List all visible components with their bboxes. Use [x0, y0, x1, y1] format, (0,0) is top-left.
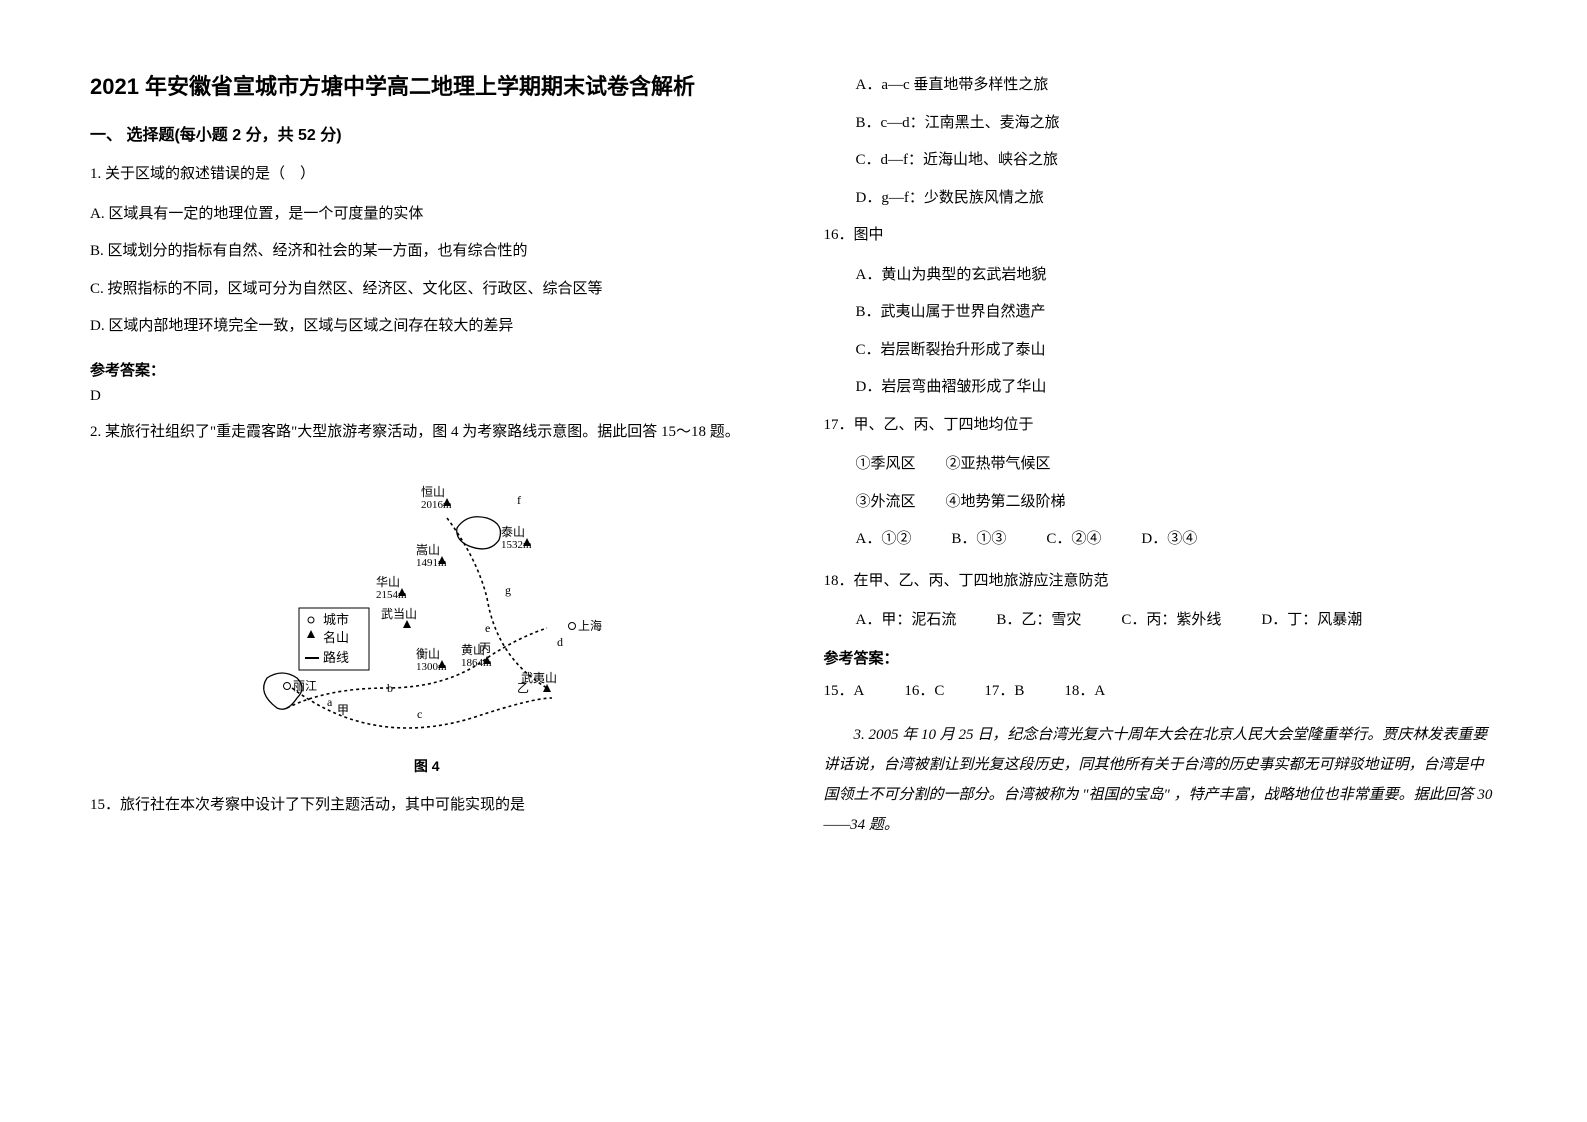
svg-text:2016m: 2016m [421, 499, 452, 511]
q15-opt-a: A．a—c 垂直地带多样性之旅 [824, 70, 1498, 102]
q16-stem: 16．图中 [824, 220, 1498, 252]
svg-text:乙: 乙 [517, 681, 529, 695]
doc-title: 2021 年安徽省宣城市方塘中学高二地理上学期期末试卷含解析 [90, 70, 764, 103]
svg-text:g: g [505, 583, 511, 597]
q15-opt-c: C．d—f：近海山地、峡谷之旅 [824, 145, 1498, 177]
q18-opt-c: C．丙：紫外线 [1121, 605, 1221, 637]
svg-text:1532m: 1532m [501, 539, 532, 551]
q18-opt-d: D．丁：风暴潮 [1261, 605, 1362, 637]
q1-answer-label: 参考答案： [90, 359, 764, 380]
q1-opt-a: A. 区域具有一定的地理位置，是一个可度量的实体 [90, 199, 764, 231]
q2-intro: 2. 某旅行社组织了"重走霞客路"大型旅游考察活动，图 4 为考察路线示意图。据… [90, 417, 764, 449]
q15-stem: 15．旅行社在本次考察中设计了下列主题活动，其中可能实现的是 [90, 790, 764, 822]
svg-text:嵩山: 嵩山 [416, 543, 440, 557]
q18-opt-a: A．甲：泥石流 [856, 605, 957, 637]
q16-opt-d: D．岩层弯曲褶皱形成了华山 [824, 372, 1498, 404]
q1-stem: 1. 关于区域的叙述错误的是（ ） [90, 159, 764, 191]
svg-text:丙: 丙 [479, 641, 491, 655]
svg-text:1491m: 1491m [416, 557, 447, 569]
q17-sub1: ①季风区 ②亚热带气候区 [824, 449, 1498, 481]
q15-opt-b: B．c—d：江南黑土、麦海之旅 [824, 108, 1498, 140]
q17-sub2: ③外流区 ④地势第二级阶梯 [824, 487, 1498, 519]
svg-text:名山: 名山 [323, 630, 349, 645]
svg-text:e: e [485, 621, 490, 635]
svg-text:f: f [517, 493, 521, 507]
q18-opt-b: B．乙：雪灾 [996, 605, 1081, 637]
figure-caption: 图 4 [90, 756, 764, 776]
right-column: A．a—c 垂直地带多样性之旅 B．c—d：江南黑土、麦海之旅 C．d—f：近海… [824, 70, 1498, 1052]
answers-label: 参考答案： [824, 647, 1498, 668]
svg-text:1300m: 1300m [416, 661, 447, 673]
svg-text:b: b [387, 681, 393, 695]
ans-15: 15．A [824, 676, 865, 706]
q16-opt-a: A．黄山为典型的玄武岩地貌 [824, 260, 1498, 292]
q1-opt-b: B. 区域划分的指标有自然、经济和社会的某一方面，也有综合性的 [90, 236, 764, 268]
q3-paragraph: 3. 2005 年 10 月 25 日，纪念台湾光复六十周年大会在北京人民大会堂… [824, 720, 1498, 840]
q1-opt-c: C. 按照指标的不同，区域可分为自然区、经济区、文化区、行政区、综合区等 [90, 274, 764, 306]
svg-text:c: c [417, 707, 422, 721]
svg-text:丽江: 丽江 [293, 679, 317, 693]
svg-text:上海: 上海 [578, 618, 602, 633]
q17-opt-b: B．①③ [951, 524, 1006, 556]
q17-stem: 17．甲、乙、丙、丁四地均位于 [824, 410, 1498, 442]
q1-opt-d: D. 区域内部地理环境完全一致，区域与区域之间存在较大的差异 [90, 311, 764, 343]
q17-options: A．①② B．①③ C．②④ D．③④ [824, 524, 1498, 556]
q17-opt-d: D．③④ [1141, 524, 1197, 556]
q16-opt-c: C．岩层断裂抬升形成了泰山 [824, 335, 1498, 367]
svg-text:恒山: 恒山 [421, 485, 445, 499]
svg-text:衡山: 衡山 [416, 647, 440, 661]
svg-text:武当山: 武当山 [381, 607, 417, 621]
q16-opt-b: B．武夷山属于世界自然遗产 [824, 297, 1498, 329]
section-header: 一、 选择题(每小题 2 分，共 52 分) [90, 121, 764, 145]
svg-text:华山: 华山 [376, 575, 400, 589]
svg-text:a: a [327, 695, 333, 709]
figure4-map: .m-label { font: 12px "SimSun"; } .m-ele… [227, 468, 627, 748]
ans-17: 17．B [984, 676, 1024, 706]
svg-text:1864m: 1864m [461, 657, 492, 669]
ans-18: 18．A [1064, 676, 1105, 706]
q1-answer: D [90, 388, 764, 405]
svg-text:2154m: 2154m [376, 589, 407, 601]
svg-text:d: d [557, 635, 563, 649]
q17-opt-a: A．①② [856, 524, 912, 556]
left-column: 2021 年安徽省宣城市方塘中学高二地理上学期期末试卷含解析 一、 选择题(每小… [90, 70, 764, 1052]
q17-opt-c: C．②④ [1046, 524, 1101, 556]
svg-text:城市: 城市 [323, 612, 349, 627]
q15-opt-d: D．g—f：少数民族风情之旅 [824, 183, 1498, 215]
svg-text:泰山: 泰山 [501, 525, 525, 539]
ans-16: 16．C [904, 676, 944, 706]
q18-options: A．甲：泥石流 B．乙：雪灾 C．丙：紫外线 D．丁：风暴潮 [824, 605, 1498, 637]
svg-text:路线: 路线 [323, 650, 349, 665]
answers-row: 15．A 16．C 17．B 18．A [824, 676, 1498, 706]
q18-stem: 18．在甲、乙、丙、丁四地旅游应注意防范 [824, 566, 1498, 598]
svg-text:甲: 甲 [337, 703, 349, 717]
